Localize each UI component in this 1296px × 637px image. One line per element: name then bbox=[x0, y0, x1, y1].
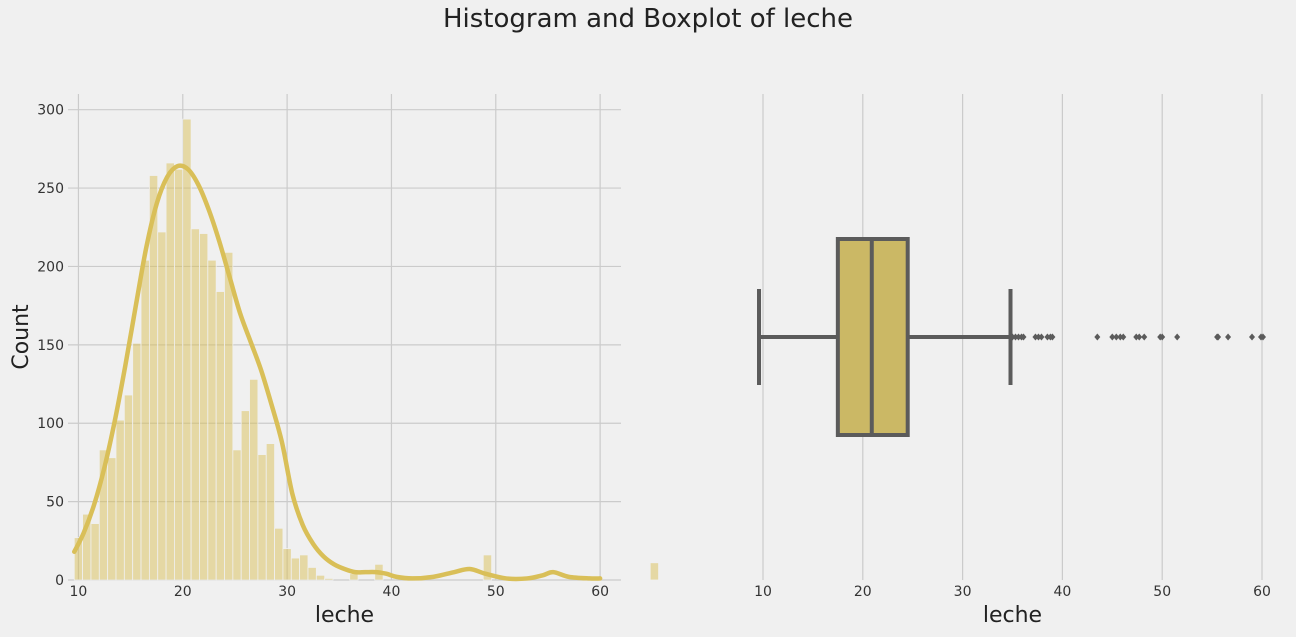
hist-bar bbox=[299, 554, 309, 581]
box-xtick-label: 30 bbox=[954, 584, 972, 600]
hist-ytick-label: 200 bbox=[37, 259, 64, 275]
hist-bar bbox=[207, 259, 217, 581]
box-outlier-point bbox=[1136, 333, 1143, 341]
hist-bar bbox=[90, 523, 100, 581]
hist-bar bbox=[190, 228, 200, 581]
box-outlier-point bbox=[1113, 333, 1120, 341]
box-xtick-label: 40 bbox=[1053, 584, 1071, 600]
hist-bar bbox=[107, 457, 117, 581]
hist-bar bbox=[349, 573, 359, 581]
hist-bar bbox=[140, 259, 150, 581]
box-xlabel: leche bbox=[983, 603, 1042, 628]
hist-bar bbox=[282, 548, 292, 581]
hist-bar bbox=[240, 410, 250, 581]
kde-line bbox=[72, 163, 603, 582]
box-xtick-label: 10 bbox=[754, 584, 772, 600]
hist-bar bbox=[249, 378, 259, 581]
hist-bar bbox=[115, 419, 125, 581]
hist-bar bbox=[482, 554, 493, 581]
hist-bar bbox=[274, 527, 284, 581]
hist-ytick-label: 250 bbox=[37, 181, 64, 197]
hist-bar bbox=[157, 231, 167, 581]
hist-bar bbox=[123, 394, 134, 581]
chart-suptitle: Histogram and Boxplot of leche bbox=[442, 4, 854, 34]
box-outlier-point bbox=[1249, 333, 1256, 341]
hist-ytick-label: 50 bbox=[46, 495, 64, 511]
box-outlier-point bbox=[1215, 333, 1222, 341]
hist-bar bbox=[257, 454, 267, 581]
hist-bar bbox=[174, 168, 184, 581]
hist-bar bbox=[199, 233, 209, 581]
box-outlier-point bbox=[1259, 333, 1266, 341]
hist-bar bbox=[307, 567, 317, 581]
hist-bar bbox=[290, 557, 301, 581]
box-outlier-point bbox=[1159, 333, 1166, 341]
hist-bar bbox=[315, 574, 326, 581]
hist-xtick-label: 10 bbox=[70, 584, 88, 600]
box-outlier-point bbox=[1094, 333, 1101, 341]
box-xtick-label: 60 bbox=[1253, 584, 1271, 600]
hist-bar bbox=[649, 562, 659, 581]
box-outlier-point bbox=[1174, 333, 1181, 341]
hist-xtick-label: 40 bbox=[383, 584, 401, 600]
hist-bar bbox=[165, 162, 175, 581]
hist-bar bbox=[182, 118, 192, 581]
hist-bar bbox=[132, 342, 142, 581]
hist-ylabel: Count bbox=[9, 304, 34, 370]
hist-xtick-label: 20 bbox=[174, 584, 192, 600]
box-outlier-point bbox=[1038, 333, 1045, 341]
hist-ytick-label: 150 bbox=[37, 338, 64, 354]
hist-ytick-label: 100 bbox=[37, 416, 64, 432]
hist-xtick-label: 30 bbox=[278, 584, 296, 600]
box-outlier-point bbox=[1109, 333, 1116, 341]
box-xtick-label: 20 bbox=[854, 584, 872, 600]
box-outlier-point bbox=[1049, 333, 1056, 341]
hist-xtick-label: 60 bbox=[591, 584, 609, 600]
box-outlier-point bbox=[1141, 333, 1148, 341]
hist-xlabel: leche bbox=[315, 603, 374, 628]
hist-bar bbox=[224, 251, 234, 581]
hist-bar bbox=[215, 291, 225, 581]
box-outlier-point bbox=[1120, 333, 1127, 341]
hist-ytick-label: 300 bbox=[37, 103, 64, 119]
hist-bar bbox=[265, 443, 275, 581]
hist-ytick-label: 0 bbox=[55, 573, 64, 589]
hist-bar bbox=[324, 578, 334, 581]
box-outlier-point bbox=[1020, 333, 1027, 341]
hist-bar bbox=[232, 449, 242, 581]
box-outlier-point bbox=[1225, 333, 1232, 341]
hist-xtick-label: 50 bbox=[487, 584, 505, 600]
box-xtick-label: 50 bbox=[1153, 584, 1171, 600]
